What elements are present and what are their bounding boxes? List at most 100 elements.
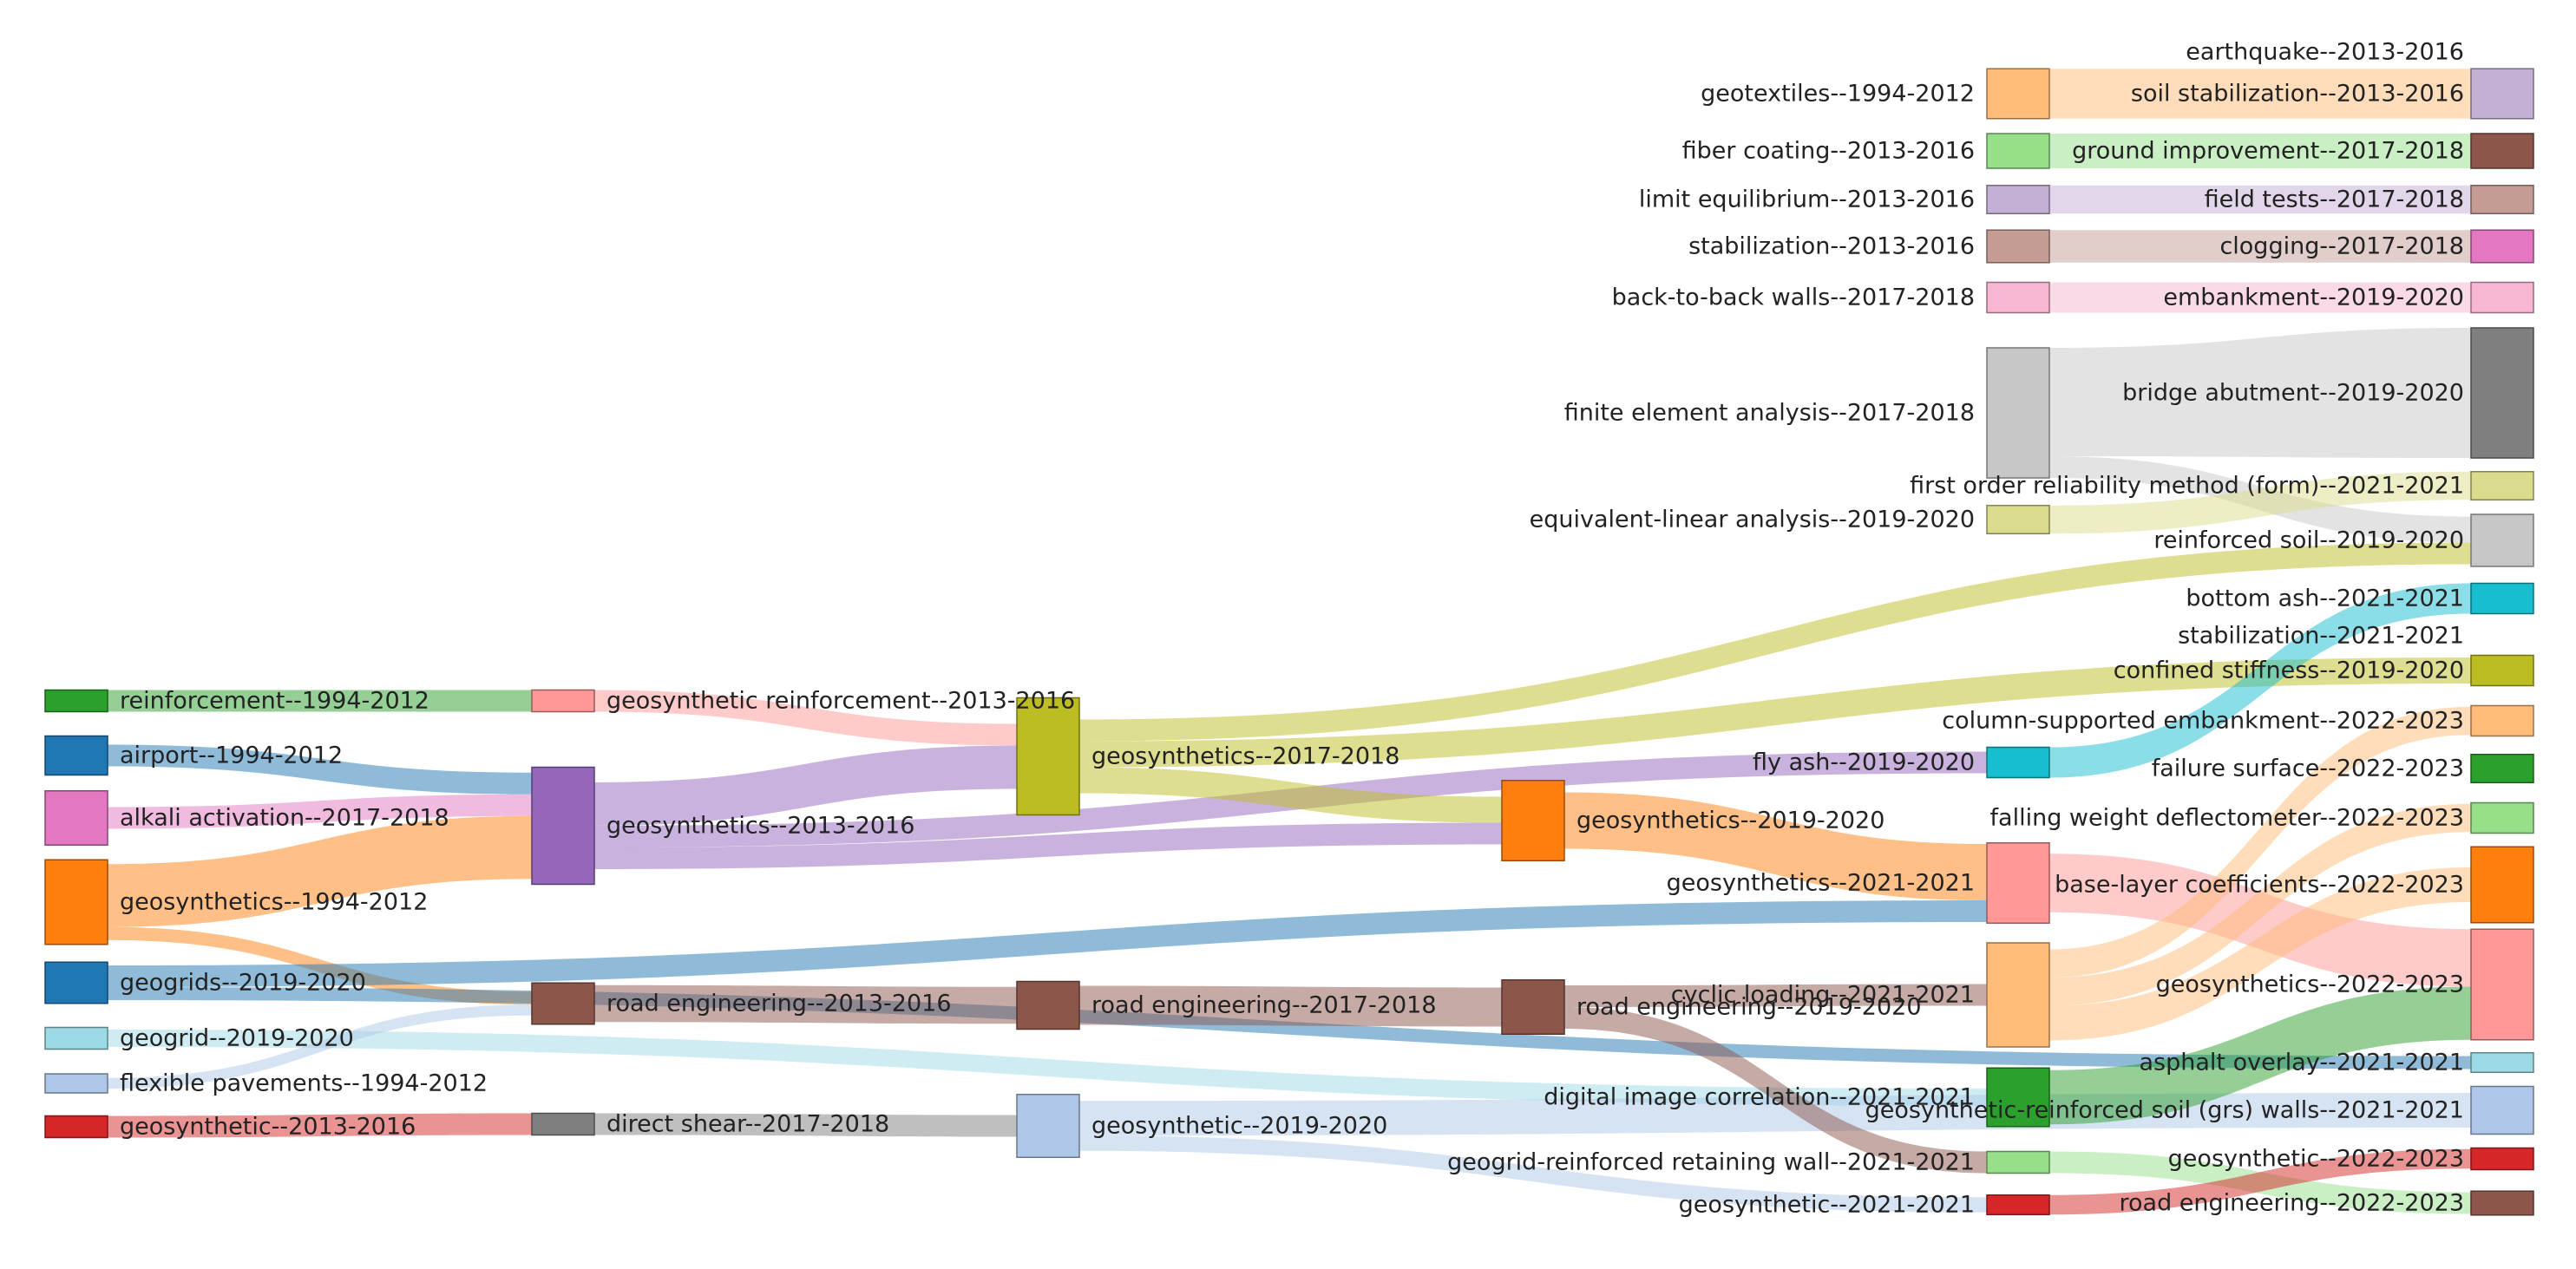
node-label-n_geogrids19: geogrids--2019-2020 bbox=[120, 970, 366, 997]
node-label-t_grs: geosynthetic-reinforced soil (grs) walls… bbox=[1865, 1097, 2464, 1124]
node-t_blc[interactable] bbox=[2470, 846, 2534, 924]
node-t_failure[interactable] bbox=[2470, 754, 2534, 783]
node-n_gs21[interactable] bbox=[1986, 842, 2050, 924]
node-n_reinf[interactable] bbox=[44, 689, 108, 713]
node-label-t_csemb: column-supported embankment--2022-2023 bbox=[1942, 708, 2464, 735]
node-n_flex[interactable] bbox=[44, 1073, 108, 1094]
node-n_geogrid19[interactable] bbox=[44, 1026, 108, 1050]
node-n_limit[interactable] bbox=[1986, 185, 2050, 214]
node-t_grs[interactable] bbox=[2470, 1085, 2534, 1135]
node-n_gs13[interactable] bbox=[531, 766, 595, 886]
link-n_gs17-to-t_reinfsoil bbox=[1079, 542, 2471, 742]
link-n_road17-to-n_road19 bbox=[1079, 985, 1502, 1027]
node-n_gs19[interactable] bbox=[1501, 780, 1565, 861]
node-n_stab13[interactable] bbox=[1986, 229, 2050, 264]
node-n_fiber[interactable] bbox=[1986, 133, 2050, 169]
node-t_gsyn22[interactable] bbox=[2470, 1147, 2534, 1171]
link-n_geotex-to-t_soilstab bbox=[2049, 69, 2471, 119]
node-n_dic[interactable] bbox=[1986, 1067, 2050, 1128]
node-n_gsyn21[interactable] bbox=[1986, 1194, 2050, 1215]
node-label-t_soilstab: soil stabilization--2013-2016 bbox=[2131, 81, 2464, 108]
node-n_flyash[interactable] bbox=[1986, 746, 2050, 779]
node-label-n_geotex: geotextiles--1994-2012 bbox=[1701, 81, 1975, 108]
node-label-t_gs22: geosynthetics--2022-2023 bbox=[2156, 971, 2464, 998]
node-n_gsyn19[interactable] bbox=[1016, 1094, 1080, 1158]
node-n_alkali[interactable] bbox=[44, 790, 108, 846]
node-n_airport[interactable] bbox=[44, 735, 108, 776]
link-n_gs13-to-n_gs19 bbox=[594, 822, 1502, 869]
node-label-t_groundimp: ground improvement--2017-2018 bbox=[2072, 138, 2464, 165]
link-n_geogrid19-to-n_dic bbox=[108, 1030, 1987, 1106]
link-n_eqlin-to-t_form bbox=[2049, 471, 2471, 534]
node-n_road19[interactable] bbox=[1501, 979, 1565, 1035]
node-t_gs22[interactable] bbox=[2470, 928, 2534, 1041]
link-n_gs13-to-n_gs17 bbox=[594, 745, 1017, 826]
node-n_ds17[interactable] bbox=[531, 1112, 595, 1136]
link-n_airport-to-n_gs13 bbox=[108, 744, 532, 795]
link-n_fiber-to-t_groundimp bbox=[2049, 134, 2471, 168]
node-n_eqlin[interactable] bbox=[1986, 505, 2050, 534]
node-n_fea[interactable] bbox=[1986, 347, 2050, 479]
node-label-n_dic: digital image correlation--2021-2021 bbox=[1544, 1084, 1975, 1111]
link-n_gsyn21-to-t_gsyn22 bbox=[2049, 1148, 2471, 1215]
node-label-n_gs19: geosynthetics--2019-2020 bbox=[1576, 808, 1884, 834]
node-n_road13[interactable] bbox=[531, 982, 595, 1025]
node-n_geos94[interactable] bbox=[44, 859, 108, 945]
node-n_cyclic[interactable] bbox=[1986, 942, 2050, 1048]
sankey-nodes bbox=[44, 68, 2534, 1216]
node-label-t_asphalt: asphalt overlay--2021-2021 bbox=[2140, 1050, 2465, 1076]
node-label-n_gs21: geosynthetics--2021-2021 bbox=[1667, 870, 1975, 897]
link-n_gs19-to-n_gs21 bbox=[1564, 792, 1987, 900]
node-label-n_gs17: geosynthetics--2017-2018 bbox=[1091, 743, 1399, 770]
node-n_gs17[interactable] bbox=[1016, 697, 1080, 816]
node-label-n_b2b: back-to-back walls--2017-2018 bbox=[1612, 285, 1975, 311]
node-label-n_stab13: stabilization--2013-2016 bbox=[1688, 233, 1975, 260]
node-label-n_ds17: direct shear--2017-2018 bbox=[606, 1111, 889, 1138]
node-t_road22[interactable] bbox=[2470, 1190, 2534, 1216]
node-label-n_eqlin: equivalent-linear analysis--2019-2020 bbox=[1530, 507, 1975, 533]
node-t_confined[interactable] bbox=[2470, 654, 2534, 687]
node-label-n_airport: airport--1994-2012 bbox=[120, 742, 343, 769]
node-t_clog[interactable] bbox=[2470, 229, 2534, 264]
link-n_alkali-to-n_gs13 bbox=[108, 794, 532, 829]
node-t_reinfsoil[interactable] bbox=[2470, 513, 2534, 567]
node-label-t_confined: confined stiffness--2019-2020 bbox=[2114, 657, 2464, 684]
node-label-t_bottom: bottom ash--2021-2021 bbox=[2186, 585, 2464, 612]
node-t_groundimp[interactable] bbox=[2470, 133, 2534, 169]
node-t_field[interactable] bbox=[2470, 185, 2534, 214]
link-n_ds17-to-n_gsyn19 bbox=[594, 1113, 1017, 1137]
node-label-n_flyash: fly ash--2019-2020 bbox=[1753, 749, 1975, 776]
sankey-links bbox=[108, 69, 2471, 1215]
node-label-t_clog: clogging--2017-2018 bbox=[2219, 233, 2464, 260]
node-n_gsreinf[interactable] bbox=[531, 689, 595, 713]
node-n_geogrids19[interactable] bbox=[44, 961, 108, 1004]
node-n_road17[interactable] bbox=[1016, 980, 1080, 1030]
node-t_soilstab[interactable] bbox=[2470, 68, 2534, 120]
node-label-t_stab21: stabilization--2021-2021 bbox=[2178, 623, 2464, 650]
node-n_geotex[interactable] bbox=[1986, 68, 2050, 120]
link-n_b2b-to-t_emb bbox=[2049, 282, 2471, 313]
node-t_fwd[interactable] bbox=[2470, 801, 2534, 834]
node-t_csemb[interactable] bbox=[2470, 704, 2534, 737]
node-label-n_gsreinf: geosynthetic reinforcement--2013-2016 bbox=[606, 688, 1075, 715]
node-n_b2b[interactable] bbox=[1986, 281, 2050, 314]
node-label-t_reinfsoil: reinforced soil--2019-2020 bbox=[2153, 527, 2464, 554]
node-t_emb[interactable] bbox=[2470, 281, 2534, 314]
node-t_form[interactable] bbox=[2470, 471, 2534, 500]
link-n_limit-to-t_field bbox=[2049, 185, 2471, 214]
node-t_bottom[interactable] bbox=[2470, 582, 2534, 615]
node-label-n_gsyn19: geosynthetic--2019-2020 bbox=[1091, 1113, 1387, 1140]
node-label-n_gs13: geosynthetics--2013-2016 bbox=[606, 813, 914, 840]
node-label-n_ggrw: geogrid-reinforced retaining wall--2021-… bbox=[1447, 1149, 1975, 1176]
node-label-t_bridge: bridge abutment--2019-2020 bbox=[2122, 380, 2464, 407]
link-n_gs21-to-t_gs22 bbox=[2049, 854, 2471, 987]
node-n_ggrw[interactable] bbox=[1986, 1150, 2050, 1174]
node-label-n_alkali: alkali activation--2017-2018 bbox=[120, 805, 449, 832]
node-label-n_fea: finite element analysis--2017-2018 bbox=[1564, 400, 1975, 427]
node-label-t_failure: failure surface--2022-2023 bbox=[2152, 756, 2464, 782]
node-n_geosyn13[interactable] bbox=[44, 1115, 108, 1139]
node-label-t_field: field tests--2017-2018 bbox=[2205, 186, 2464, 213]
node-label-n_flex: flexible pavements--1994-2012 bbox=[120, 1070, 488, 1097]
node-t_asphalt[interactable] bbox=[2470, 1052, 2534, 1073]
node-t_bridge[interactable] bbox=[2470, 327, 2534, 459]
